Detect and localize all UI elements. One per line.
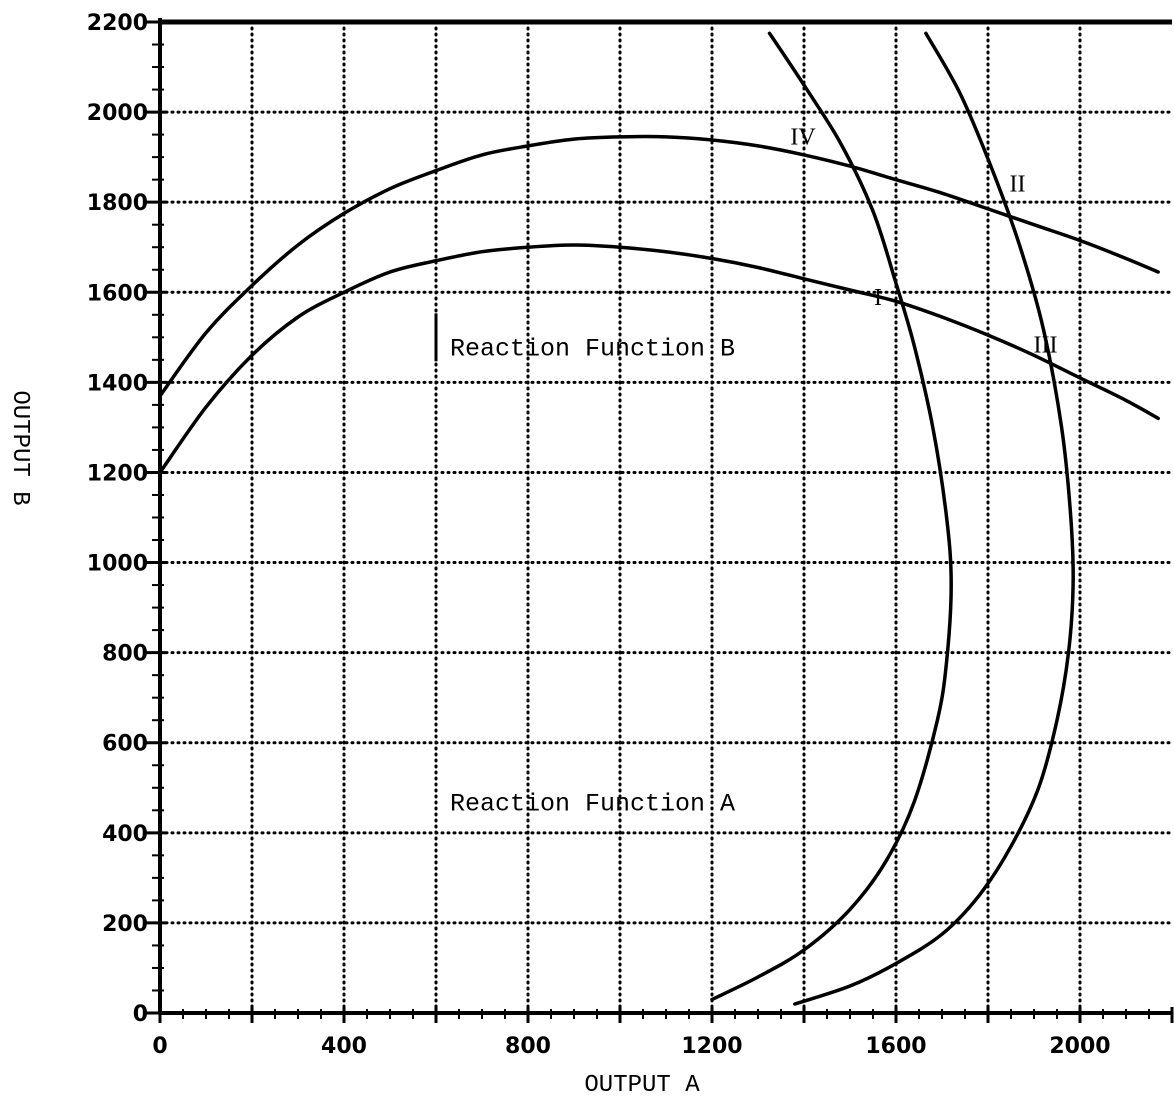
x-axis-title: OUTPUT A (584, 1072, 700, 1099)
reaction-curve-a-left (710, 31, 953, 1002)
series (158, 31, 1160, 1006)
intersection-label-iii: III (1034, 332, 1058, 358)
y-tick-label: 1800 (87, 191, 148, 216)
y-tick-label: 1600 (87, 281, 148, 306)
x-tick-label: 2000 (1049, 1034, 1110, 1059)
y-tick-labels: 0 200 400 600 800 1000 1200 1400 1600 1800 2000 220… (87, 11, 148, 1027)
axes (146, 18, 1174, 1023)
x-tick-label: 400 (321, 1034, 367, 1059)
annotation-reaction-function-a: Reaction Function A (450, 789, 735, 818)
intersection-label-ii: II (1010, 171, 1026, 197)
intersection-label-iv: IV (790, 125, 816, 151)
reaction-curve-b-upper (158, 134, 1160, 398)
x-tick-labels: 0 400 800 1200 1600 2000 (152, 1034, 1110, 1059)
x-tick-label: 1200 (681, 1034, 742, 1059)
y-tick-label: 200 (102, 912, 148, 937)
y-tick-label: 800 (102, 642, 148, 667)
x-tick-label: 0 (152, 1034, 167, 1059)
y-tick-label: 400 (102, 822, 148, 847)
intersection-label-i: I (874, 285, 882, 311)
annotation-reaction-function-b: Reaction Function B (450, 334, 735, 363)
x-tick-label: 800 (505, 1034, 551, 1059)
y-tick-label: 1400 (87, 371, 148, 396)
grid (158, 20, 1174, 1015)
reaction-curve-a-right (793, 31, 1075, 1006)
y-tick-label: 2000 (87, 101, 148, 126)
reaction-curve-b-lower (158, 243, 1160, 475)
y-tick-label: 0 (133, 1002, 148, 1027)
y-tick-label: 1000 (87, 552, 148, 577)
x-tick-label: 1600 (865, 1034, 926, 1059)
y-axis-title: OUTPUT B (6, 390, 33, 505)
y-tick-label: 1200 (87, 461, 148, 486)
y-tick-label: 600 (102, 732, 148, 757)
y-tick-label: 2200 (87, 11, 148, 36)
